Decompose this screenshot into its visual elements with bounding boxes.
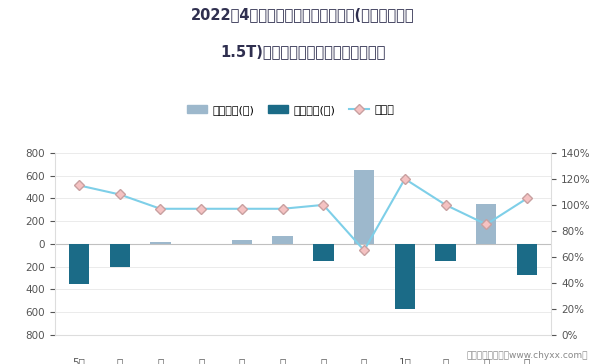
产销率: [279, 207, 286, 211]
Bar: [313, 244, 333, 261]
Text: 月: 月: [116, 357, 123, 364]
产销率: [320, 203, 327, 207]
Bar: [354, 170, 375, 244]
Text: 月: 月: [239, 357, 245, 364]
Bar: [435, 244, 456, 261]
产销率: [361, 248, 368, 253]
Text: 5月: 5月: [73, 357, 85, 364]
Text: 月: 月: [198, 357, 204, 364]
Bar: [69, 244, 89, 284]
产销率: [198, 207, 205, 211]
产销率: [157, 207, 164, 211]
产销率: [482, 222, 490, 226]
Line: 产销率: 产销率: [76, 175, 530, 254]
Bar: [395, 244, 415, 309]
Legend: 积压库存(辆), 清仓库存(辆), 产销率: 积压库存(辆), 清仓库存(辆), 产销率: [183, 100, 399, 119]
Bar: [517, 244, 537, 274]
产销率: [116, 192, 124, 197]
产销率: [442, 203, 449, 207]
Text: 月: 月: [524, 357, 530, 364]
Text: 月: 月: [279, 357, 286, 364]
Text: 制图：智研咨询（www.chyxx.com）: 制图：智研咨询（www.chyxx.com）: [467, 351, 588, 360]
Text: 月: 月: [442, 357, 448, 364]
产销率: [75, 183, 82, 187]
Text: 月: 月: [483, 357, 490, 364]
产销率: [401, 177, 408, 181]
Text: 1.5T)近一年库存情况及产销率统计图: 1.5T)近一年库存情况及产销率统计图: [221, 44, 385, 59]
Bar: [273, 236, 293, 244]
Text: 月: 月: [158, 357, 164, 364]
Bar: [476, 204, 496, 244]
Bar: [231, 241, 252, 244]
Text: 2022年4月风神奕炫旗下最畅销轿车(东风风神奕炫: 2022年4月风神奕炫旗下最畅销轿车(东风风神奕炫: [191, 7, 415, 22]
Text: 月: 月: [320, 357, 327, 364]
Text: 1月: 1月: [398, 357, 411, 364]
产销率: [524, 196, 531, 201]
产销率: [238, 207, 245, 211]
Bar: [150, 242, 171, 244]
Text: 月: 月: [361, 357, 367, 364]
Bar: [110, 244, 130, 266]
